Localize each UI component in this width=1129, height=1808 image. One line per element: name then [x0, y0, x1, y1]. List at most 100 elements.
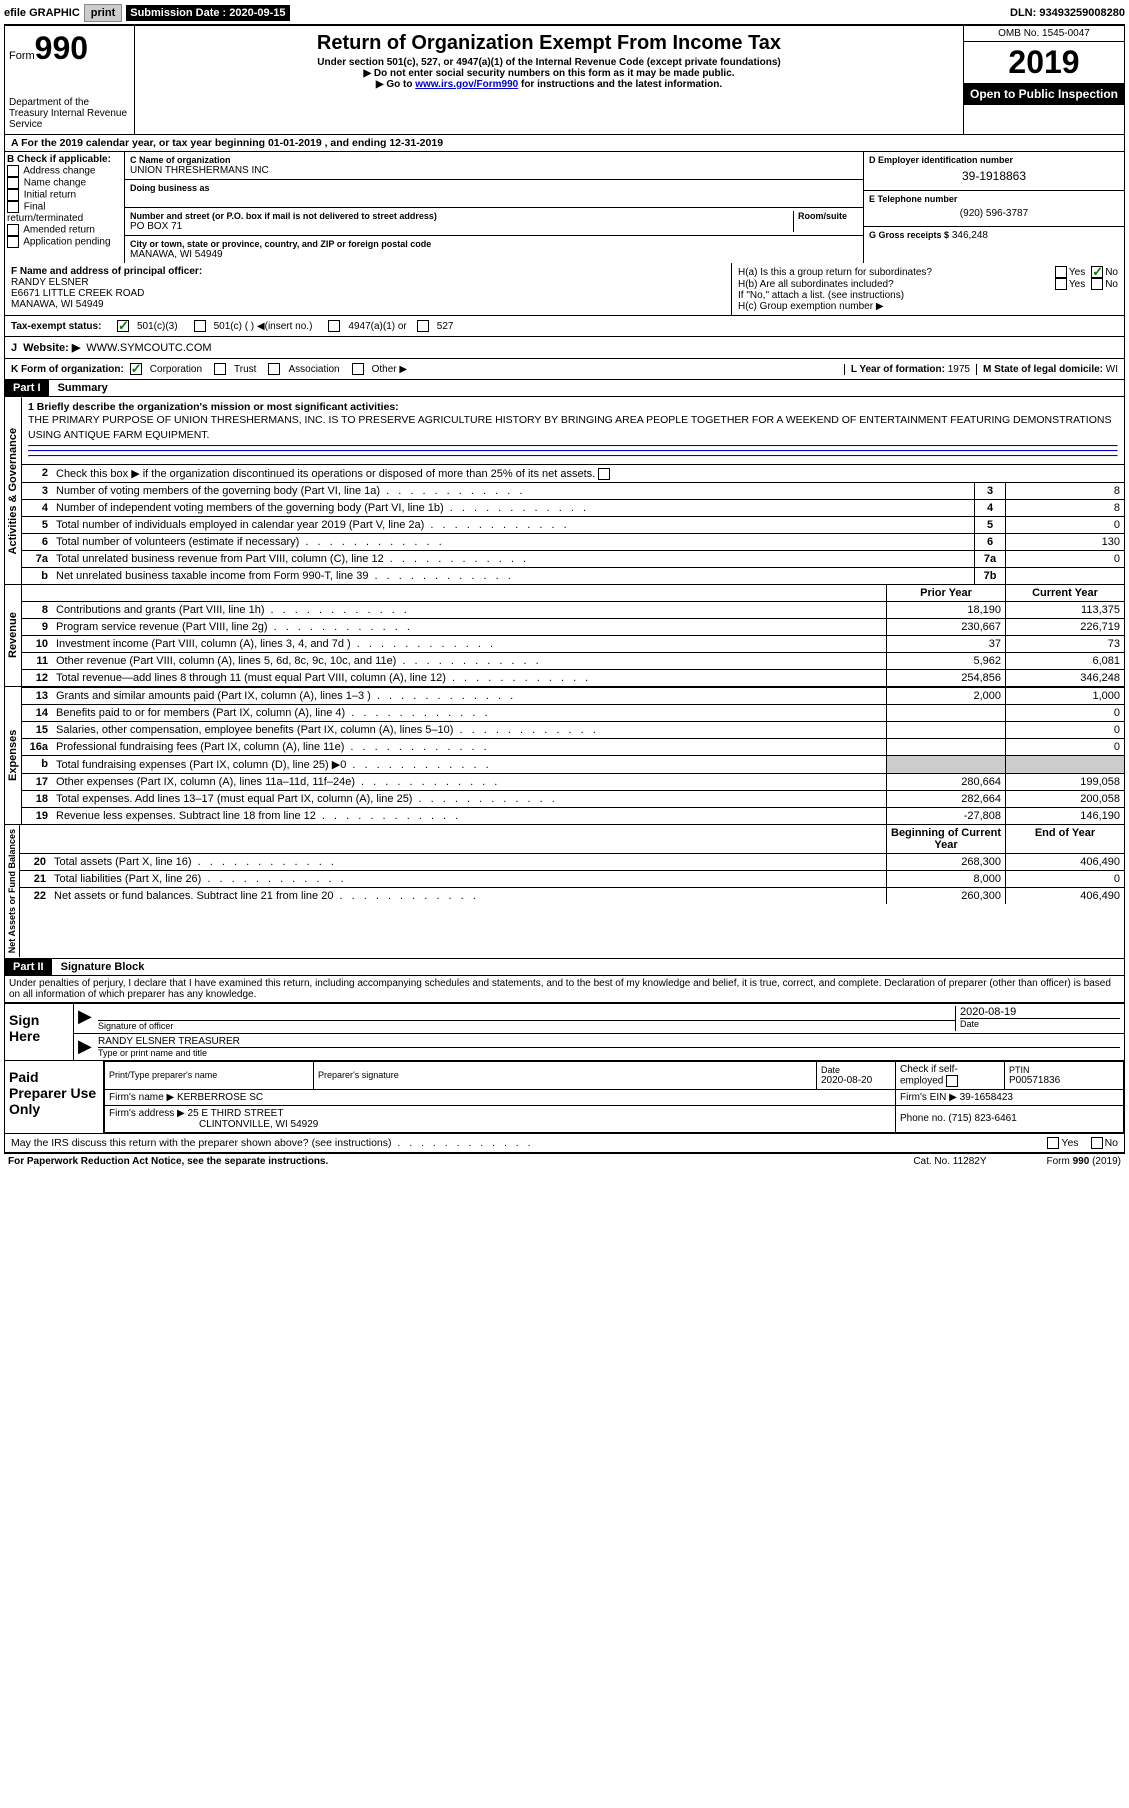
ha-yes-checkbox[interactable]	[1055, 266, 1067, 278]
self-emp-checkbox[interactable]	[946, 1075, 958, 1087]
other-checkbox[interactable]	[352, 363, 364, 375]
row-num: 8	[22, 602, 52, 619]
row-val: 8	[1006, 483, 1125, 500]
c3-checkbox[interactable]	[117, 320, 129, 332]
boxb-checkbox[interactable]	[7, 165, 19, 177]
discuss-yes-checkbox[interactable]	[1047, 1137, 1059, 1149]
row-label: Revenue less expenses. Subtract line 18 …	[52, 808, 887, 825]
row-label: Total number of volunteers (estimate if …	[52, 534, 975, 551]
box-deg: D Employer identification number 39-1918…	[864, 152, 1124, 263]
c4947-checkbox[interactable]	[328, 320, 340, 332]
prep-table: Print/Type preparer's name Preparer's si…	[104, 1061, 1124, 1133]
irs-link[interactable]: www.irs.gov/Form990	[415, 79, 518, 90]
line2-num: 2	[22, 465, 52, 483]
sign-right: ▶ Signature of officer 2020-08-19 Date ▶…	[74, 1004, 1124, 1060]
boxb-checkbox[interactable]	[7, 236, 19, 248]
boxb-item: Amended return	[7, 224, 122, 236]
form-number: Form990	[9, 30, 130, 67]
row-num: 13	[22, 688, 52, 705]
ha-label: H(a) Is this a group return for subordin…	[738, 267, 1055, 278]
footer-right: Form 990 (2019)	[1047, 1156, 1121, 1167]
boxj-label: J	[11, 342, 17, 354]
boxb-item: Name change	[7, 177, 122, 189]
net-table: Beginning of Current Year End of Year 20…	[20, 825, 1124, 904]
discuss-no: No	[1105, 1137, 1118, 1149]
box-b: B Check if applicable: Address change Na…	[5, 152, 125, 263]
org-name-label: C Name of organization	[130, 155, 858, 165]
row-current: 0	[1006, 871, 1125, 888]
mission-block: 1 Briefly describe the organization's mi…	[22, 397, 1124, 464]
firm-phone-label: Phone no.	[900, 1113, 946, 1124]
row-num: 19	[22, 808, 52, 825]
hb-yes-checkbox[interactable]	[1055, 278, 1067, 290]
discuss-no-checkbox[interactable]	[1091, 1137, 1103, 1149]
footer-center: Cat. No. 11282Y	[913, 1156, 986, 1167]
row-num: 15	[22, 722, 52, 739]
officer-name-sig: RANDY ELSNER TREASURER	[98, 1036, 1120, 1048]
boxb-checkbox[interactable]	[7, 177, 19, 189]
klm-row: K Form of organization: Corporation Trus…	[4, 359, 1125, 380]
line2-checkbox[interactable]	[598, 468, 610, 480]
mission-text: THE PRIMARY PURPOSE OF UNION THRESHERMAN…	[28, 413, 1118, 442]
row-label: Number of independent voting members of …	[52, 500, 975, 517]
row-num: 5	[22, 517, 52, 534]
hb-no-checkbox[interactable]	[1091, 278, 1103, 290]
c-blank-checkbox[interactable]	[194, 320, 206, 332]
row-current: 0	[1006, 739, 1125, 756]
corp-label: Corporation	[150, 364, 202, 375]
boxb-checkbox[interactable]	[7, 201, 19, 213]
row-label: Benefits paid to or for members (Part IX…	[52, 705, 887, 722]
rev-section: Revenue Prior Year Current Year 8Contrib…	[4, 585, 1125, 687]
row-current: 113,375	[1006, 602, 1125, 619]
row-box: 5	[975, 517, 1006, 534]
row-current: 6,081	[1006, 653, 1125, 670]
prep-date: 2020-08-20	[821, 1075, 891, 1086]
firm-addr: 25 E THIRD STREET	[188, 1108, 284, 1119]
fh-block: F Name and address of principal officer:…	[4, 263, 1125, 316]
row-current: 199,058	[1006, 774, 1125, 791]
row-prior: 8,000	[887, 871, 1006, 888]
row-prior: 260,300	[887, 888, 1006, 905]
assoc-checkbox[interactable]	[268, 363, 280, 375]
row-current: 200,058	[1006, 791, 1125, 808]
c-blank-label: 501(c) ( ) ◀(insert no.)	[214, 321, 313, 332]
discuss-row: May the IRS discuss this return with the…	[4, 1134, 1125, 1153]
firm-phone-cell: Phone no. (715) 823-6461	[896, 1105, 1124, 1132]
row-label: Other expenses (Part IX, column (A), lin…	[52, 774, 887, 791]
prep-right: Print/Type preparer's name Preparer's si…	[104, 1061, 1124, 1133]
row-num: 4	[22, 500, 52, 517]
exp-table: 13Grants and similar amounts paid (Part …	[22, 687, 1124, 824]
row-current: 1,000	[1006, 688, 1125, 705]
boxm-label: M State of legal domicile:	[983, 364, 1103, 375]
firm-addr-cell: Firm's address ▶ 25 E THIRD STREET CLINT…	[105, 1105, 896, 1132]
row-label: Total revenue—add lines 8 through 11 (mu…	[52, 670, 887, 687]
tax-status-label: Tax-exempt status:	[11, 321, 111, 332]
box-f-label: F Name and address of principal officer:	[11, 266, 725, 277]
corp-checkbox[interactable]	[130, 363, 142, 375]
row-label: Program service revenue (Part VIII, line…	[52, 619, 887, 636]
ein-label: D Employer identification number	[869, 155, 1119, 165]
ptin-value: P00571836	[1009, 1075, 1119, 1086]
trust-checkbox[interactable]	[214, 363, 226, 375]
blue-line	[28, 455, 1118, 457]
row-box: 3	[975, 483, 1006, 500]
boxb-checkbox[interactable]	[7, 224, 19, 236]
sig-date: 2020-08-19	[960, 1006, 1120, 1019]
line1-label: 1 Briefly describe the organization's mi…	[28, 401, 1118, 413]
row-prior	[887, 739, 1006, 756]
print-button[interactable]: print	[84, 4, 122, 22]
officer-name: RANDY ELSNER	[11, 277, 725, 288]
submission-date: Submission Date : 2020-09-15	[126, 5, 289, 21]
line2-label: Check this box ▶ if the organization dis…	[56, 468, 595, 480]
row-box: 7a	[975, 551, 1006, 568]
boxb-checkbox[interactable]	[7, 189, 19, 201]
c4947-label: 4947(a)(1) or	[348, 321, 406, 332]
c527-checkbox[interactable]	[417, 320, 429, 332]
ha-no-checkbox[interactable]	[1091, 266, 1103, 278]
prep-row-1: Print/Type preparer's name Preparer's si…	[105, 1061, 1124, 1089]
officer-addr1: E6671 LITTLE CREEK ROAD	[11, 288, 725, 299]
row-current: 0	[1006, 705, 1125, 722]
other-label: Other ▶	[372, 364, 407, 375]
boxl-label: L Year of formation:	[851, 364, 945, 375]
boxb-item: Address change	[7, 165, 122, 177]
